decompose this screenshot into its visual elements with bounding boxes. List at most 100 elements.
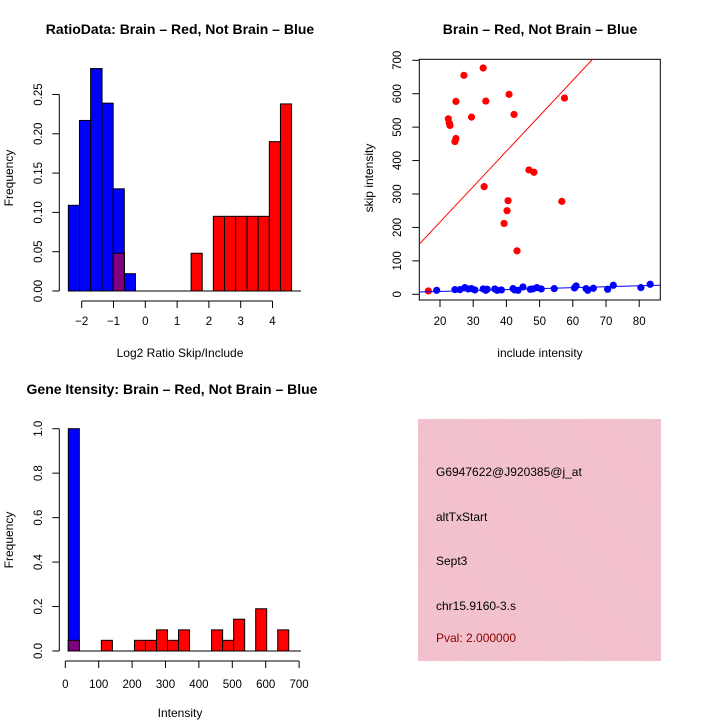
point-red	[510, 110, 518, 119]
y-axis-label: Frequency	[2, 150, 16, 207]
histogram-bar-blue	[67, 428, 80, 652]
y-tick-label: 400	[392, 151, 404, 170]
point-red	[558, 197, 566, 205]
x-tick-label: 60	[566, 316, 579, 328]
x-axis-label: Log2 Ratio Skip/Include	[117, 346, 244, 360]
histogram-bar-red	[133, 639, 146, 652]
y-tick-label: 0.2	[33, 599, 45, 615]
x-tick-label: 40	[500, 316, 513, 328]
histogram-bar-red	[246, 215, 259, 292]
x-tick-label: 70	[600, 316, 613, 328]
x-tick-label: 200	[123, 679, 142, 691]
y-tick-label: 600	[392, 84, 404, 103]
histogram-bar-red	[235, 215, 248, 292]
point-blue	[604, 285, 612, 293]
histogram-bar-overlap	[112, 252, 125, 292]
point-blue	[550, 285, 558, 293]
event-type: altTxStart	[436, 510, 488, 524]
y-tick-label: 0.8	[33, 465, 45, 481]
histogram-bar-red	[277, 629, 290, 652]
histogram-bar-red	[268, 141, 281, 292]
point-blue	[609, 281, 617, 289]
x-tick-label: −1	[107, 316, 120, 328]
point-red	[424, 287, 432, 295]
x-axis-label: Intensity	[158, 706, 203, 720]
point-blue	[483, 285, 491, 293]
pval: Pval: 2.000000	[436, 631, 517, 645]
probe-id: G6947622@J920385@j_at	[436, 465, 582, 479]
point-blue	[646, 280, 654, 288]
y-tick-label: 1.0	[33, 421, 45, 437]
y-tick-label: 300	[392, 184, 404, 203]
y-tick-label: 0.6	[33, 510, 45, 526]
y-tick-label: 0.15	[33, 162, 45, 184]
point-red	[513, 247, 521, 255]
histogram-bar-red	[190, 252, 203, 292]
y-tick-label: 0.25	[33, 83, 45, 105]
histogram-bar-blue	[78, 119, 92, 292]
histogram-bar-red	[178, 629, 191, 652]
fit-line-red	[419, 59, 594, 245]
x-tick-label: 100	[89, 679, 108, 691]
point-blue	[572, 282, 580, 290]
info-panel: G6947622@J920385@j_at altTxStart Sept3 c…	[418, 419, 661, 661]
point-red	[500, 219, 508, 228]
x-tick-label: 0	[142, 316, 148, 328]
chart-title: RatioData: Brain – Red, Not Brain – Blue	[46, 21, 315, 37]
y-tick-label: 200	[392, 218, 404, 237]
point-blue	[433, 286, 441, 294]
point-red	[504, 197, 512, 205]
histogram-bar-blue	[123, 273, 136, 292]
point-red	[482, 97, 490, 105]
histogram-bar-blue	[101, 102, 114, 292]
y-tick-label: 700	[392, 51, 404, 70]
histogram-bar-red	[257, 215, 270, 292]
point-red	[480, 183, 488, 191]
x-tick-label: 0	[62, 679, 68, 691]
histogram-bar-red	[223, 215, 237, 292]
point-blue	[471, 286, 479, 294]
y-tick-label: 0.05	[33, 241, 45, 263]
histogram-bar-red	[211, 629, 224, 652]
histogram-bar-red	[222, 639, 235, 652]
histogram-bar-red	[167, 639, 180, 652]
point-red	[452, 97, 460, 106]
y-tick-label: 0.20	[33, 123, 45, 145]
point-blue	[519, 283, 527, 291]
histogram-bar-blue	[67, 204, 80, 292]
histogram-bar-red	[155, 629, 169, 652]
point-red	[452, 134, 460, 143]
histogram-bar-red	[233, 618, 246, 652]
location: chr15.9160-3.s	[436, 599, 517, 613]
point-red	[446, 121, 454, 130]
chart-title: Gene Itensity: Brain – Red, Not Brain – …	[27, 381, 318, 397]
x-tick-label: 500	[223, 679, 242, 691]
point-blue	[589, 284, 597, 292]
histogram-bar-overlap	[67, 639, 80, 652]
point-blue	[537, 285, 545, 293]
x-axis-label: include intensity	[497, 346, 582, 360]
x-tick-label: 1	[174, 316, 180, 328]
histogram-bar-red	[255, 608, 268, 652]
point-red	[479, 64, 487, 72]
y-tick-label: 0.10	[33, 201, 45, 223]
point-blue	[451, 286, 459, 294]
y-tick-label: 0.00	[33, 280, 45, 302]
histogram-bar-red	[144, 639, 157, 652]
x-tick-label: 4	[269, 316, 276, 328]
x-tick-label: 50	[533, 316, 546, 328]
x-tick-label: 3	[237, 316, 243, 328]
x-tick-label: 700	[290, 679, 309, 691]
histogram-bar-red	[100, 639, 113, 652]
point-blue	[637, 284, 645, 292]
x-tick-label: −2	[75, 316, 88, 328]
y-tick-label: 0.4	[33, 553, 45, 570]
point-red	[460, 71, 468, 79]
point-red	[560, 94, 569, 102]
histogram-bar-red	[212, 215, 225, 292]
plot-box	[418, 58, 661, 301]
x-tick-label: 20	[434, 316, 447, 328]
point-red	[505, 90, 513, 98]
y-tick-label: 0.0	[33, 643, 45, 659]
